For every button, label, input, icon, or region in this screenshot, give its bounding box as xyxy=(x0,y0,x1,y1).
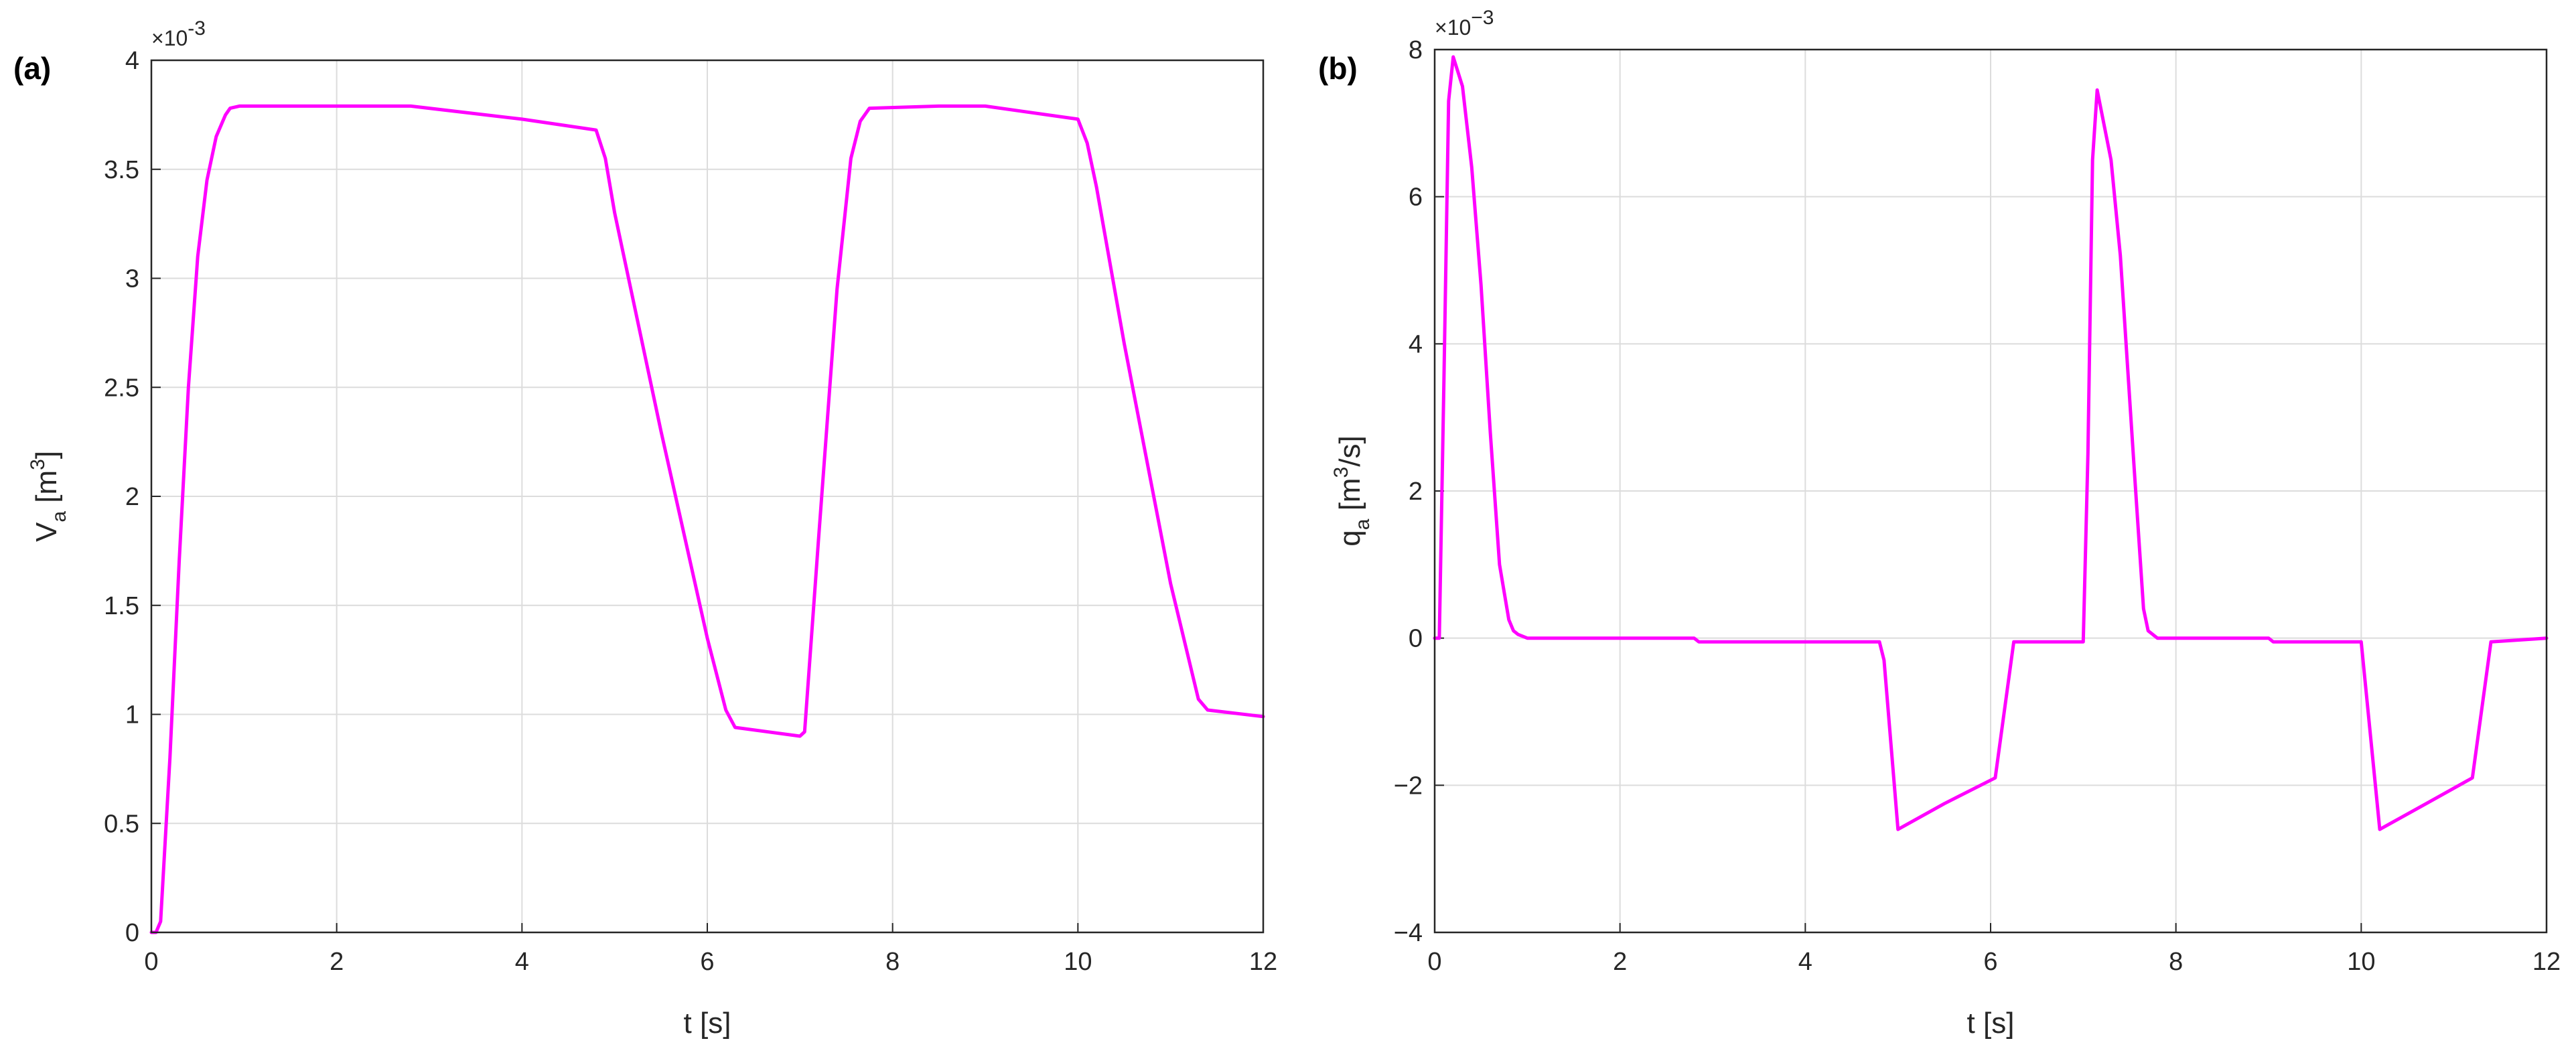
x-tick-label: 10 xyxy=(2347,948,2375,976)
x-tick-label: 6 xyxy=(700,948,714,976)
x-tick-label: 8 xyxy=(885,948,900,976)
y-ticks-a: 0 0.5 1 1.5 2 2.5 3 3.5 4 xyxy=(104,47,161,947)
y-tick-label: −4 xyxy=(1394,919,1423,947)
y-tick-label: 1.5 xyxy=(104,592,139,620)
y-tick-label: 0 xyxy=(1409,625,1423,653)
x-tick-label: 0 xyxy=(1427,948,1441,976)
y-tick-label: 2.5 xyxy=(104,374,139,402)
y-tick-label: 0.5 xyxy=(104,810,139,838)
panel-b: 0 2 4 6 8 10 12 −4 −2 0 2 4 6 8 (b) ×10−3 t [s] qa [… xyxy=(1318,7,2561,1040)
x-tick-label: 12 xyxy=(1249,948,1277,976)
y-tick-label: 6 xyxy=(1409,184,1423,212)
series-line-a xyxy=(149,104,1265,934)
x-ticks-b: 0 2 4 6 8 10 12 xyxy=(1427,923,2561,976)
y-tick-label: 1 xyxy=(125,701,139,729)
x-tick-label: 4 xyxy=(515,948,529,976)
multiplier-b: ×10−3 xyxy=(1435,7,1494,40)
x-tick-label: 0 xyxy=(144,948,158,976)
x-tick-label: 10 xyxy=(1064,948,1092,976)
panel-label-a: (a) xyxy=(13,51,51,86)
multiplier-a: ×10-3 xyxy=(151,17,206,50)
y-ticks-b: −4 −2 0 2 4 6 8 xyxy=(1394,36,1444,947)
y-tick-label: 4 xyxy=(1409,330,1423,358)
y-tick-label: 8 xyxy=(1409,36,1423,64)
x-axis-label-a: t [s] xyxy=(684,1007,731,1040)
x-tick-label: 12 xyxy=(2532,948,2561,976)
y-tick-label: 2 xyxy=(125,483,139,511)
x-ticks-a: 0 2 4 6 8 10 12 xyxy=(144,923,1277,976)
panel-a: 0 2 4 6 8 10 12 0 0.5 1 1.5 2 2.5 3 3.5 4 (a) ×10-3 t … xyxy=(13,17,1277,1040)
y-axis-label-a: Va [m3] xyxy=(27,451,70,542)
panel-label-b: (b) xyxy=(1318,51,1358,86)
y-tick-label: −2 xyxy=(1394,772,1423,800)
y-tick-label: 3 xyxy=(125,265,139,293)
y-axis-label-b: qa [m3/s] xyxy=(1330,435,1374,546)
x-tick-label: 2 xyxy=(330,948,344,976)
x-tick-label: 2 xyxy=(1613,948,1627,976)
series-line-b xyxy=(1433,55,2549,831)
x-tick-label: 6 xyxy=(1983,948,1997,976)
y-tick-label: 4 xyxy=(125,47,139,75)
plot-frame-b xyxy=(1433,48,2548,934)
y-tick-label: 2 xyxy=(1409,478,1423,506)
plot-frame-a xyxy=(150,59,1265,934)
y-tick-label: 0 xyxy=(125,919,139,947)
grid-b xyxy=(1435,50,2547,932)
y-tick-label: 3.5 xyxy=(104,156,139,184)
x-tick-label: 8 xyxy=(2169,948,2183,976)
x-tick-label: 4 xyxy=(1798,948,1812,976)
grid-a xyxy=(151,60,1263,932)
x-axis-label-b: t [s] xyxy=(1967,1007,2015,1040)
